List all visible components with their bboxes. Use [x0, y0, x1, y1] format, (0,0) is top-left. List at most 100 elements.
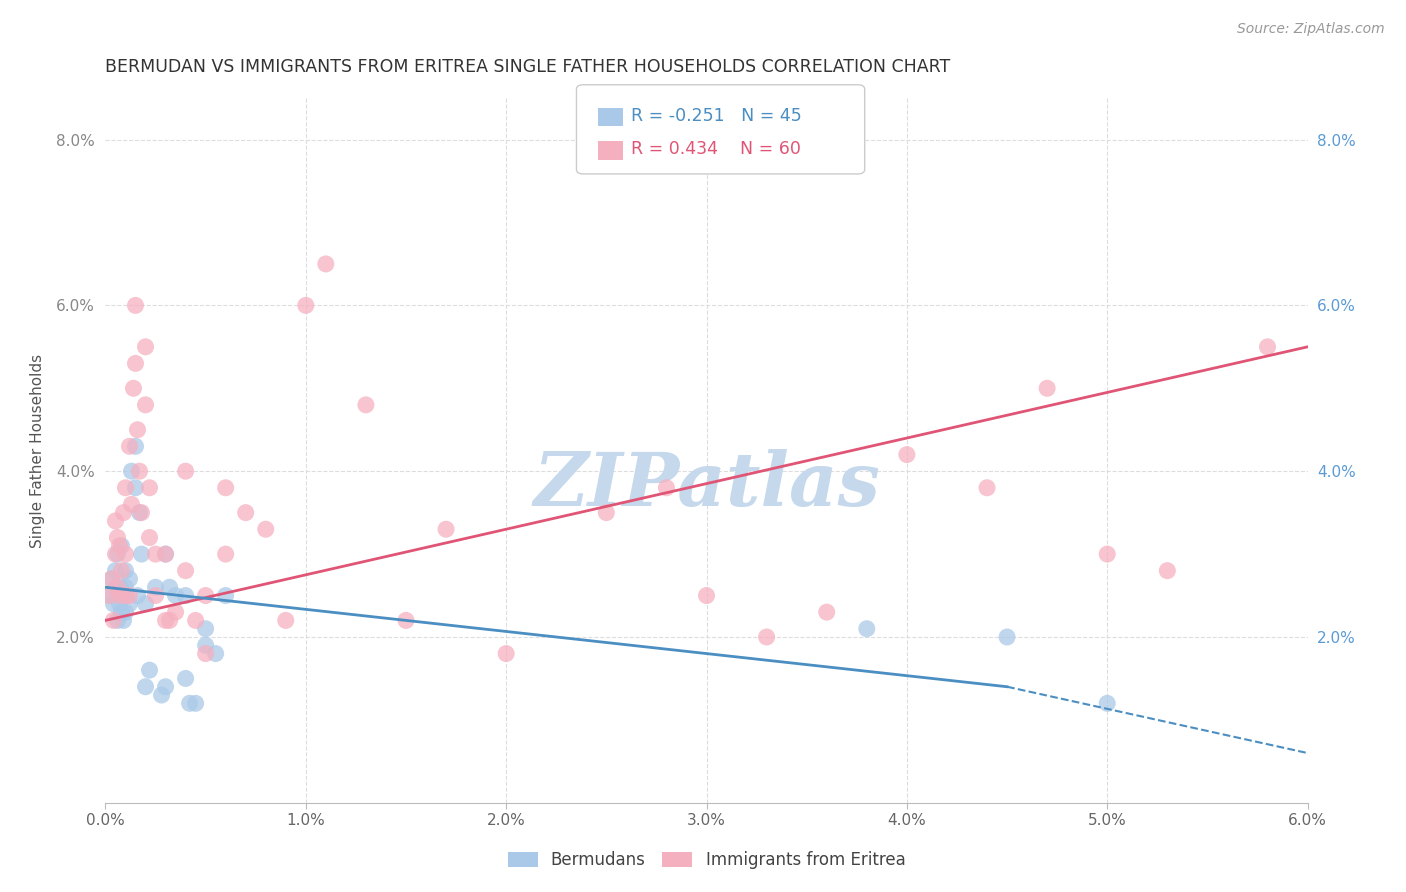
Point: [108, 589, 131, 603]
Point: [150, 688, 173, 702]
Point: [1257, 340, 1279, 354]
Point: [114, 547, 136, 561]
Point: [110, 564, 132, 578]
Point: [495, 647, 517, 661]
Point: [194, 638, 217, 652]
Point: [108, 580, 131, 594]
Point: [127, 589, 149, 603]
Point: [976, 481, 998, 495]
Point: [155, 547, 177, 561]
Point: [194, 622, 217, 636]
Legend: Bermudans, Immigrants from Eritrea: Bermudans, Immigrants from Eritrea: [501, 844, 912, 876]
Point: [855, 622, 877, 636]
Point: [112, 506, 135, 520]
Point: [174, 672, 197, 686]
Point: [354, 398, 377, 412]
Point: [184, 696, 207, 710]
Point: [118, 572, 141, 586]
Text: Source: ZipAtlas.com: Source: ZipAtlas.com: [1237, 22, 1385, 37]
Point: [1097, 696, 1119, 710]
Point: [145, 589, 167, 603]
Point: [104, 564, 127, 578]
Point: [108, 597, 131, 611]
Point: [118, 589, 141, 603]
Point: [131, 506, 153, 520]
Point: [104, 580, 127, 594]
Point: [295, 298, 318, 312]
Point: [165, 589, 187, 603]
Point: [135, 597, 157, 611]
Point: [128, 464, 150, 478]
Point: [107, 547, 129, 561]
Point: [110, 539, 132, 553]
Point: [145, 547, 167, 561]
Point: [122, 381, 145, 395]
Point: [114, 589, 136, 603]
Point: [174, 564, 197, 578]
Point: [108, 539, 131, 553]
Point: [100, 572, 122, 586]
Point: [159, 580, 181, 594]
Point: [107, 580, 129, 594]
Point: [696, 589, 718, 603]
Point: [204, 647, 226, 661]
Point: [104, 514, 127, 528]
Point: [121, 497, 143, 511]
Point: [174, 464, 197, 478]
Point: [121, 464, 143, 478]
Text: R = 0.434    N = 60: R = 0.434 N = 60: [631, 140, 801, 159]
Point: [131, 547, 153, 561]
Point: [138, 663, 160, 677]
Point: [107, 531, 129, 545]
Point: [107, 614, 129, 628]
Point: [184, 614, 207, 628]
Point: [214, 481, 236, 495]
Y-axis label: Single Father Households: Single Father Households: [30, 353, 45, 548]
Point: [655, 481, 678, 495]
Point: [395, 614, 418, 628]
Point: [135, 340, 157, 354]
Point: [112, 614, 135, 628]
Point: [815, 605, 838, 619]
Point: [214, 589, 236, 603]
Point: [995, 630, 1018, 644]
Point: [114, 589, 136, 603]
Point: [135, 680, 157, 694]
Point: [179, 696, 201, 710]
Point: [103, 614, 125, 628]
Point: [112, 589, 135, 603]
Point: [1036, 381, 1059, 395]
Point: [155, 614, 177, 628]
Point: [104, 547, 127, 561]
Point: [103, 597, 125, 611]
Point: [235, 506, 257, 520]
Point: [755, 630, 778, 644]
Point: [165, 605, 187, 619]
Point: [114, 580, 136, 594]
Point: [124, 481, 146, 495]
Point: [100, 572, 122, 586]
Point: [145, 580, 167, 594]
Point: [174, 589, 197, 603]
Text: ZIPatlas: ZIPatlas: [533, 450, 880, 522]
Point: [114, 605, 136, 619]
Point: [274, 614, 297, 628]
Point: [434, 522, 457, 536]
Point: [155, 680, 177, 694]
Point: [254, 522, 277, 536]
Point: [194, 647, 217, 661]
Point: [118, 597, 141, 611]
Point: [127, 423, 149, 437]
Point: [114, 564, 136, 578]
Point: [214, 547, 236, 561]
Point: [138, 531, 160, 545]
Point: [98, 589, 121, 603]
Point: [1097, 547, 1119, 561]
Point: [159, 614, 181, 628]
Point: [124, 298, 146, 312]
Point: [1156, 564, 1178, 578]
Point: [124, 439, 146, 453]
Point: [98, 589, 121, 603]
Point: [155, 547, 177, 561]
Point: [110, 605, 132, 619]
